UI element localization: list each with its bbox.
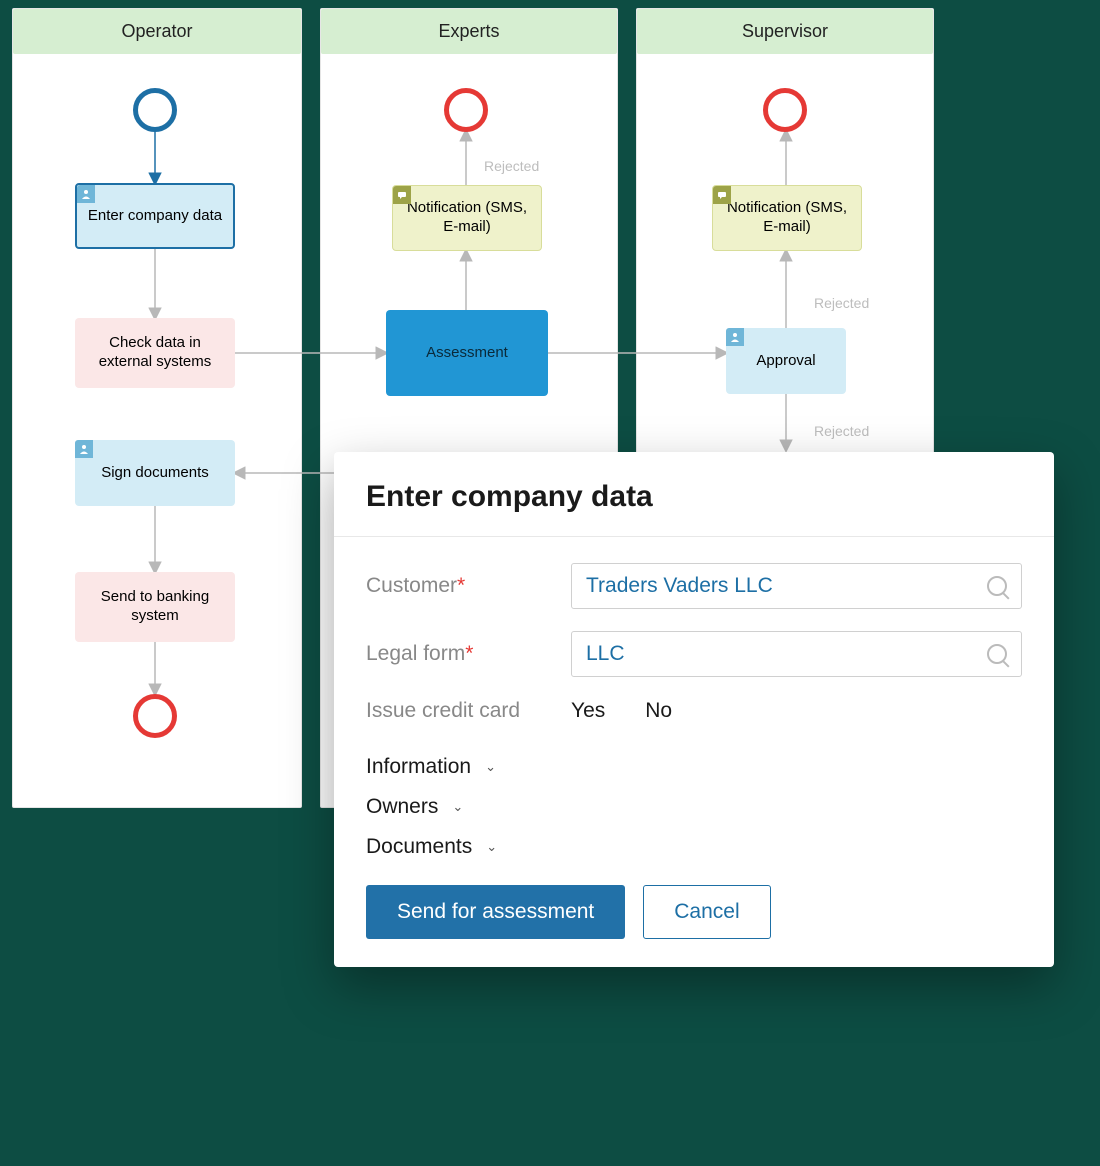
task-notification-experts[interactable]: Notification (SMS, E-mail) — [392, 185, 542, 251]
search-icon[interactable] — [987, 576, 1007, 596]
message-icon — [713, 186, 731, 204]
legal-form-lookup[interactable]: LLC — [571, 631, 1022, 677]
customer-value: Traders Vaders LLC — [586, 574, 773, 598]
task-assessment[interactable]: Assessment — [386, 310, 548, 396]
radio-no[interactable]: No — [645, 699, 672, 723]
task-label: Send to banking system — [83, 588, 227, 626]
task-label: Enter company data — [88, 207, 222, 226]
customer-lookup[interactable]: Traders Vaders LLC — [571, 563, 1022, 609]
edge-label: Rejected — [814, 423, 869, 439]
task-label: Check data in external systems — [83, 334, 227, 372]
issue-card-label: Issue credit card — [366, 699, 571, 723]
chevron-down-icon: ⌄ — [486, 839, 497, 855]
search-icon[interactable] — [987, 644, 1007, 664]
lane-header: Operator — [13, 9, 301, 54]
task-sign-documents[interactable]: Sign documents — [75, 440, 235, 506]
enter-company-data-dialog: Enter company data Customer* Traders Vad… — [334, 452, 1054, 967]
task-check-data[interactable]: Check data in external systems — [75, 318, 235, 388]
edge-label: Rejected — [484, 158, 539, 174]
legal-form-label: Legal form* — [366, 642, 571, 666]
radio-yes[interactable]: Yes — [571, 699, 605, 723]
section-owners[interactable]: Owners⌄ — [366, 795, 1022, 819]
user-icon — [726, 328, 744, 346]
task-label: Notification (SMS, E-mail) — [721, 199, 853, 237]
user-icon — [75, 440, 93, 458]
start-event[interactable] — [133, 88, 177, 132]
dialog-title: Enter company data — [334, 452, 1054, 537]
legal-form-value: LLC — [586, 642, 625, 666]
cancel-button[interactable]: Cancel — [643, 885, 770, 939]
chevron-down-icon: ⌄ — [452, 799, 463, 815]
send-for-assessment-button[interactable]: Send for assessment — [366, 885, 625, 939]
end-event-experts[interactable] — [444, 88, 488, 132]
task-enter-company-data[interactable]: Enter company data — [75, 183, 235, 249]
end-event-supervisor[interactable] — [763, 88, 807, 132]
task-notification-supervisor[interactable]: Notification (SMS, E-mail) — [712, 185, 862, 251]
customer-label: Customer* — [366, 574, 571, 598]
task-label: Assessment — [426, 344, 508, 363]
chevron-down-icon: ⌄ — [485, 759, 496, 775]
section-documents[interactable]: Documents⌄ — [366, 835, 1022, 859]
task-label: Sign documents — [101, 464, 209, 483]
lane-header: Experts — [321, 9, 617, 54]
task-send-banking[interactable]: Send to banking system — [75, 572, 235, 642]
task-label: Approval — [756, 352, 815, 371]
message-icon — [393, 186, 411, 204]
edge-label: Rejected — [814, 295, 869, 311]
user-icon — [77, 185, 95, 203]
end-event-operator[interactable] — [133, 694, 177, 738]
task-approval[interactable]: Approval — [726, 328, 846, 394]
lane-header: Supervisor — [637, 9, 933, 54]
task-label: Notification (SMS, E-mail) — [401, 199, 533, 237]
section-information[interactable]: Information⌄ — [366, 755, 1022, 779]
